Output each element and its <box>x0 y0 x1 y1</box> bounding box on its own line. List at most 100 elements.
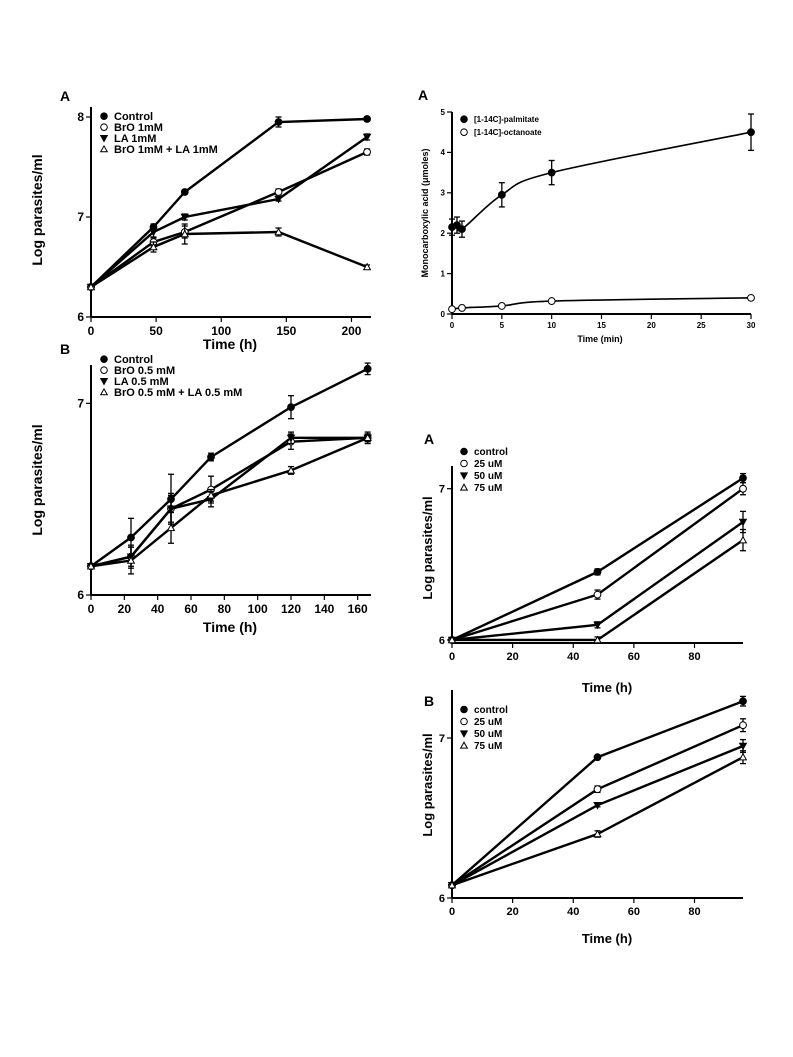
series-line <box>90 436 368 568</box>
data-point <box>447 635 457 644</box>
series-1-14c-octanoate <box>448 293 755 314</box>
legend-marker <box>460 115 468 123</box>
legend-entry: 75 uM <box>474 741 502 752</box>
data-point <box>274 118 283 126</box>
panel-letter: A <box>60 88 70 104</box>
data-point <box>738 752 748 761</box>
data-point <box>180 188 189 196</box>
data-point <box>362 133 372 142</box>
data-point <box>458 225 466 234</box>
x-tick-label: 40 <box>151 602 165 616</box>
x-tick-label: 60 <box>184 602 198 616</box>
x-tick-label: 0 <box>88 324 95 338</box>
legend-entry: 75 uM <box>474 483 502 494</box>
data-point <box>739 721 747 730</box>
legend-entry: LA 0.5 mM <box>114 376 169 388</box>
y-axis-label: Log parasites/ml <box>420 733 435 836</box>
series-bro-1mm <box>87 148 371 291</box>
data-point <box>447 880 457 889</box>
series-line <box>451 297 752 310</box>
data-point <box>166 523 176 532</box>
series-75-um <box>447 528 748 644</box>
series-line <box>451 131 752 232</box>
series-50-um <box>447 738 748 890</box>
legend-marker <box>99 387 109 396</box>
x-axis-label: Time (h) <box>582 680 632 695</box>
data-point <box>593 590 602 599</box>
series-bro-0-5-mm-la-0-5-mm <box>86 433 372 575</box>
data-point <box>362 262 372 271</box>
panel-letter: A <box>418 87 428 103</box>
series-la-0-5-mm <box>86 431 372 571</box>
chart-panel-dose-b: 0 20 40 60 80 6 7 Time (h) Log parasites/ml Bcont… <box>420 690 748 946</box>
x-tick-label: 80 <box>688 651 700 663</box>
x-tick-label: 0 <box>449 906 455 918</box>
data-point <box>126 556 136 564</box>
data-point <box>286 465 296 474</box>
legend-marker <box>460 128 468 136</box>
legend-entry: 50 uM <box>474 729 502 740</box>
data-point <box>363 115 371 123</box>
data-point <box>274 195 283 204</box>
x-tick-label: 40 <box>567 651 579 663</box>
series-25-um <box>448 481 747 644</box>
legend-marker <box>100 355 108 363</box>
x-tick-label: 30 <box>747 321 756 330</box>
series-line <box>451 477 744 642</box>
x-tick-label: 20 <box>507 906 519 918</box>
chart-panel-monocarboxylic-uptake: 0 5 10 15 20 25 30 0 1 2 3 4 5 Time (min) Monocarboxyl… <box>418 87 756 344</box>
series-1-14c-palmitate <box>448 113 755 238</box>
data-point <box>738 535 748 544</box>
series-line <box>90 230 368 289</box>
x-tick-label: 50 <box>149 324 163 338</box>
x-tick-label: 20 <box>647 321 656 330</box>
data-point <box>593 635 602 644</box>
data-point <box>747 293 755 302</box>
y-tick-label: 5 <box>441 108 446 117</box>
data-point <box>593 621 602 630</box>
data-point <box>206 490 216 499</box>
data-point <box>593 567 602 576</box>
legend-entry: BrO 1mM <box>114 122 163 134</box>
series-bro-0-5-mm <box>87 431 372 571</box>
x-tick-label: 100 <box>211 324 231 338</box>
series-line <box>90 436 369 568</box>
legend-entry: BrO 0.5 mM <box>114 365 175 377</box>
x-tick-label: 200 <box>341 324 361 338</box>
data-point <box>738 518 748 527</box>
series-la-1mm <box>86 133 372 292</box>
legend-marker <box>99 378 109 386</box>
legend-marker <box>100 123 108 131</box>
x-tick-label: 80 <box>218 602 232 616</box>
x-tick-label: 25 <box>697 321 706 330</box>
legend-marker <box>459 472 469 480</box>
legend-marker <box>99 135 109 143</box>
legend-entry: control <box>474 447 508 458</box>
x-axis-label: Time (h) <box>203 619 257 635</box>
series-bro-1mm-la-1mm <box>86 223 372 291</box>
legend-entry: Control <box>114 354 153 366</box>
legend-marker <box>460 447 468 456</box>
x-tick-label: 20 <box>507 651 519 663</box>
x-axis-label: Time (h) <box>203 336 257 352</box>
legend-marker <box>99 144 109 153</box>
x-tick-label: 10 <box>547 321 556 330</box>
series-line <box>90 367 369 568</box>
legend-entry: LA 1mM <box>114 133 156 145</box>
data-point <box>86 561 96 570</box>
series-line <box>451 756 744 887</box>
series-75-um <box>447 750 748 889</box>
data-point <box>274 227 283 236</box>
legend-marker <box>100 366 108 374</box>
x-axis-label: Time (h) <box>582 931 632 946</box>
y-axis-label: Log parasites/ml <box>29 154 45 265</box>
legend-entry: Control <box>114 111 153 123</box>
legend-entry: BrO 0.5 mM + LA 0.5 mM <box>114 387 242 399</box>
series-control <box>448 472 747 644</box>
x-tick-label: 0 <box>449 651 455 663</box>
data-point <box>363 148 371 156</box>
y-tick-label: 6 <box>77 588 84 602</box>
legend-entry: [1-14C]-palmitate <box>474 115 539 124</box>
data-point <box>363 433 372 442</box>
x-tick-label: 100 <box>248 602 268 616</box>
